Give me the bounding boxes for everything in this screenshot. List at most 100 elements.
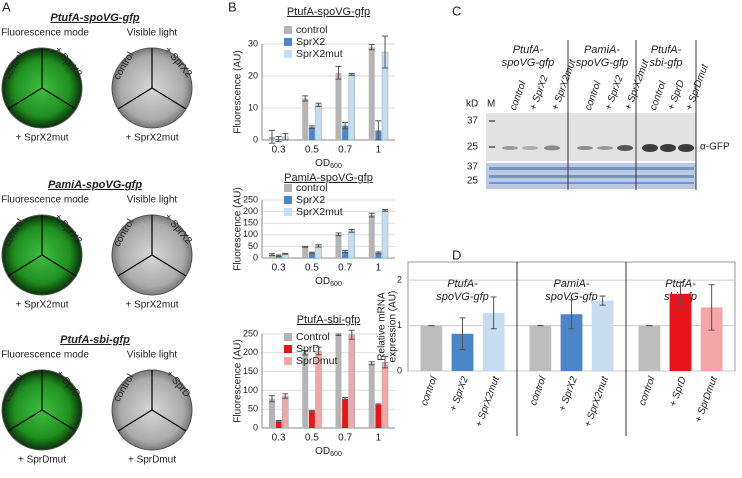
legend-label: SprX2mut (296, 206, 343, 218)
y-tick-label: 0 (253, 134, 258, 144)
y-tick-label: 250 (243, 328, 258, 338)
mode-label: Visible light (127, 350, 178, 361)
legend-swatch (284, 184, 292, 192)
legend-label: SprX2 (296, 36, 325, 48)
lane-label: + SprDmut (684, 62, 711, 112)
strain-label: + SprDmut (18, 455, 66, 466)
bar (302, 98, 309, 140)
plate-divider (7, 87, 43, 110)
plate-divider (151, 254, 187, 277)
y-tick-label: 0 (253, 252, 258, 262)
blot-group-title: spoVG-gfp (502, 57, 555, 69)
legend-swatch (284, 38, 292, 46)
x-axis-label: OD600 (315, 158, 342, 170)
x-axis-label: OD600 (315, 446, 342, 458)
bar (482, 312, 505, 371)
bar (315, 104, 322, 141)
y-axis-label: Fluorescence (AU) (233, 50, 244, 133)
y-axis-label: Fluorescence (AU) (233, 339, 244, 422)
bar (669, 293, 692, 371)
y-axis-label: expression (AU) (388, 291, 399, 363)
plate-divider (7, 254, 43, 277)
x-axis-label-sub: 600 (330, 163, 342, 170)
plate-divider (7, 409, 43, 432)
bar (381, 361, 389, 429)
bar (308, 127, 315, 140)
plate-divider (151, 409, 187, 432)
legend-label: SprX2 (296, 194, 325, 206)
bar (529, 325, 552, 371)
bar (335, 334, 342, 428)
x-tick-label: 1 (376, 263, 382, 274)
group-title: PtufA- (447, 278, 478, 290)
mode-label: Visible light (127, 195, 178, 206)
legend-label: control (296, 182, 328, 194)
y-tick-label: 0 (253, 422, 258, 432)
lane-label: + SprX2 (528, 74, 551, 112)
legend-swatch (284, 26, 292, 34)
bar (368, 363, 375, 428)
y-tick-label: 200 (243, 347, 258, 357)
mode-label: Fluorescence mode (1, 28, 89, 39)
legend-swatch (284, 345, 292, 353)
x-tick-label: control (419, 374, 440, 407)
x-tick-label: 0.3 (272, 263, 286, 274)
bar (420, 325, 443, 371)
bar (342, 125, 349, 140)
chart-title: PtufA-sbi-gfp (297, 314, 361, 326)
legend-label: SprX2mut (296, 48, 343, 60)
y-tick-label: 30 (248, 38, 258, 48)
lane-label: + SprX2mut (550, 57, 579, 112)
bar (268, 398, 275, 428)
kd-mark: 25 (467, 176, 479, 187)
y-tick-label: 150 (243, 218, 258, 228)
x-tick-label: + SprD (668, 375, 689, 408)
legend-swatch (284, 333, 292, 341)
x-tick-label: + SprDmut (693, 374, 720, 424)
strain-label: + SprX2mut (15, 300, 68, 311)
x-axis-label-main: OD (315, 158, 330, 169)
bar (451, 333, 474, 371)
plate-divider (41, 409, 77, 432)
y-tick-label: 2 (397, 275, 402, 285)
legend-label: SprDmut (296, 355, 338, 367)
kd-mark: 37 (467, 116, 479, 127)
bar (591, 300, 614, 371)
lane-label: + SprX2 (603, 74, 626, 112)
group-title: spoVG-gfp (545, 291, 598, 303)
y-tick-label: 50 (248, 404, 258, 414)
legend-swatch (284, 208, 292, 216)
legend-swatch (284, 357, 292, 365)
group-title: PamiA- (553, 278, 589, 290)
bar (308, 411, 315, 428)
x-axis-label-sub: 600 (330, 281, 342, 288)
plate-divider (41, 87, 77, 110)
y-tick-label: 20 (248, 70, 258, 80)
bar (560, 314, 583, 371)
bar (302, 352, 309, 428)
x-tick-label: 0.5 (305, 145, 319, 156)
strain-label: + SprX2mut (125, 300, 178, 311)
bar (342, 398, 349, 428)
kd-mark: 37 (467, 162, 479, 173)
strain-label: + SprDmut (128, 455, 176, 466)
blot-group-title: PtufA- (651, 44, 682, 56)
bar (368, 47, 375, 141)
bar (375, 252, 382, 258)
marker-label: M (487, 99, 495, 110)
x-axis-label-main: OD (315, 276, 330, 287)
x-tick-label: 0.7 (338, 145, 352, 156)
bar (638, 325, 661, 371)
strain-label: + SprX2mut (15, 133, 68, 144)
x-tick-label: control (637, 374, 658, 407)
strain-label: + SprX2mut (125, 133, 178, 144)
bar (335, 72, 342, 140)
bar (308, 252, 315, 258)
bar (302, 246, 309, 258)
legend-label: SprD (296, 343, 320, 355)
plate-divider (41, 254, 77, 277)
x-tick-label: 0.7 (338, 433, 352, 444)
blot (486, 40, 697, 190)
lane-label: control (583, 79, 604, 112)
plate-divider (117, 409, 153, 432)
